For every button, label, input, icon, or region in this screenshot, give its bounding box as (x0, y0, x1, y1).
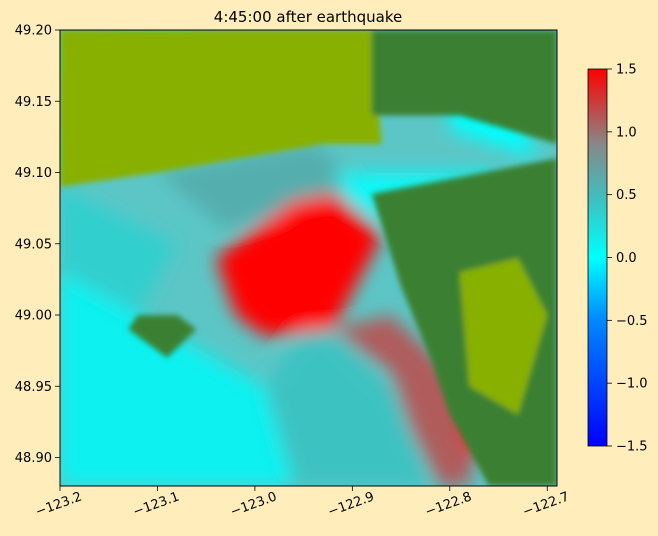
x-axis: −123.2 −123.1 −123.0 −122.9 −122.8 −122.7 (34, 486, 571, 520)
land-layer (60, 30, 557, 486)
land-low-region-12 (60, 30, 382, 187)
plot-frame (59, 29, 558, 487)
colorbar-tick-label: −1.0 (616, 377, 648, 392)
x-tick-label: −122.7 (521, 489, 571, 520)
x-tick-label: −123.2 (34, 489, 84, 520)
x-tick-label: −122.9 (326, 489, 376, 520)
y-tick-label: 48.90 (15, 451, 52, 466)
land-low-region-16 (459, 258, 548, 415)
y-tick-label: 49.10 (15, 166, 52, 181)
land-high-region-13 (371, 30, 557, 144)
x-tick-label: −123.1 (131, 489, 181, 520)
colorbar-tick-label: −1.5 (616, 440, 648, 455)
colorbar-ramp (587, 68, 608, 447)
wave-region-1 (264, 315, 431, 486)
colorbar-tick-label: 0.5 (616, 188, 637, 203)
x-tick-label: −122.8 (423, 489, 473, 520)
plot-area (59, 29, 558, 487)
chart-title: 4:45:00 after earthquake (214, 8, 402, 26)
colorbar-tick-label: −0.5 (616, 314, 648, 329)
y-axis: 48.90 48.95 49.00 49.05 49.10 49.15 49.20 (15, 24, 60, 466)
wave-region-2 (60, 186, 177, 315)
y-tick-label: 49.20 (15, 24, 52, 39)
wave-region-0 (60, 272, 294, 486)
x-tick-label: −123.0 (229, 489, 279, 520)
colorbar-tick-label: 1.5 (616, 63, 637, 78)
colorbar-ticks: 1.5 1.0 0.5 0.0 −0.5 −1.0 −1.5 (607, 63, 648, 455)
wave-region-5 (332, 315, 479, 486)
y-tick-label: 49.15 (15, 95, 52, 110)
y-tick-label: 48.95 (15, 380, 52, 395)
colorbar: 1.5 1.0 0.5 0.0 −0.5 −1.0 −1.5 (587, 63, 648, 455)
wave-region-3 (157, 144, 372, 230)
wave-region-4 (215, 193, 382, 337)
colorbar-tick-label: 0.0 (616, 251, 637, 266)
y-tick-label: 49.00 (15, 309, 52, 324)
colorbar-tick-label: 1.0 (616, 125, 637, 140)
y-tick-label: 49.05 (15, 237, 52, 252)
land-high-region-15 (128, 315, 197, 358)
